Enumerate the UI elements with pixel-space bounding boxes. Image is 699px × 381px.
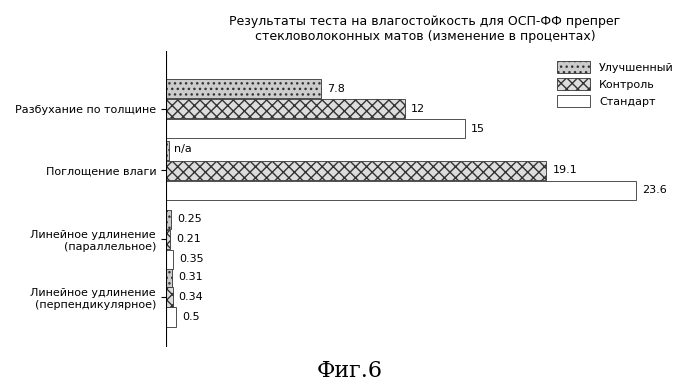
Bar bbox=[166, 230, 170, 249]
Text: 15: 15 bbox=[470, 124, 485, 134]
Text: 7.8: 7.8 bbox=[327, 84, 345, 94]
Bar bbox=[166, 307, 176, 327]
Bar bbox=[166, 119, 465, 138]
Bar bbox=[166, 250, 173, 269]
Bar bbox=[166, 141, 169, 160]
Title: Результаты теста на влагостойкость для ОСП-ФФ препрег
стекловолоконных матов (из: Результаты теста на влагостойкость для О… bbox=[229, 15, 621, 43]
Bar bbox=[166, 267, 172, 287]
Bar bbox=[166, 161, 547, 180]
Text: 12: 12 bbox=[411, 104, 425, 114]
Text: n/a: n/a bbox=[174, 144, 192, 154]
Text: 0.25: 0.25 bbox=[177, 215, 201, 224]
Bar bbox=[166, 287, 173, 307]
Bar bbox=[166, 210, 171, 229]
Text: 0.34: 0.34 bbox=[179, 292, 203, 302]
Text: 0.31: 0.31 bbox=[178, 272, 203, 282]
Text: 19.1: 19.1 bbox=[552, 165, 577, 175]
Legend: Улучшенный, Контроль, Стандарт: Улучшенный, Контроль, Стандарт bbox=[553, 57, 679, 111]
Text: 23.6: 23.6 bbox=[642, 185, 667, 195]
Text: 0.5: 0.5 bbox=[182, 312, 199, 322]
Bar bbox=[166, 181, 636, 200]
Bar bbox=[166, 99, 405, 118]
Text: Фиг.6: Фиг.6 bbox=[317, 360, 382, 381]
Text: 0.21: 0.21 bbox=[176, 234, 201, 244]
Text: 0.35: 0.35 bbox=[179, 255, 203, 264]
Bar bbox=[166, 79, 322, 98]
